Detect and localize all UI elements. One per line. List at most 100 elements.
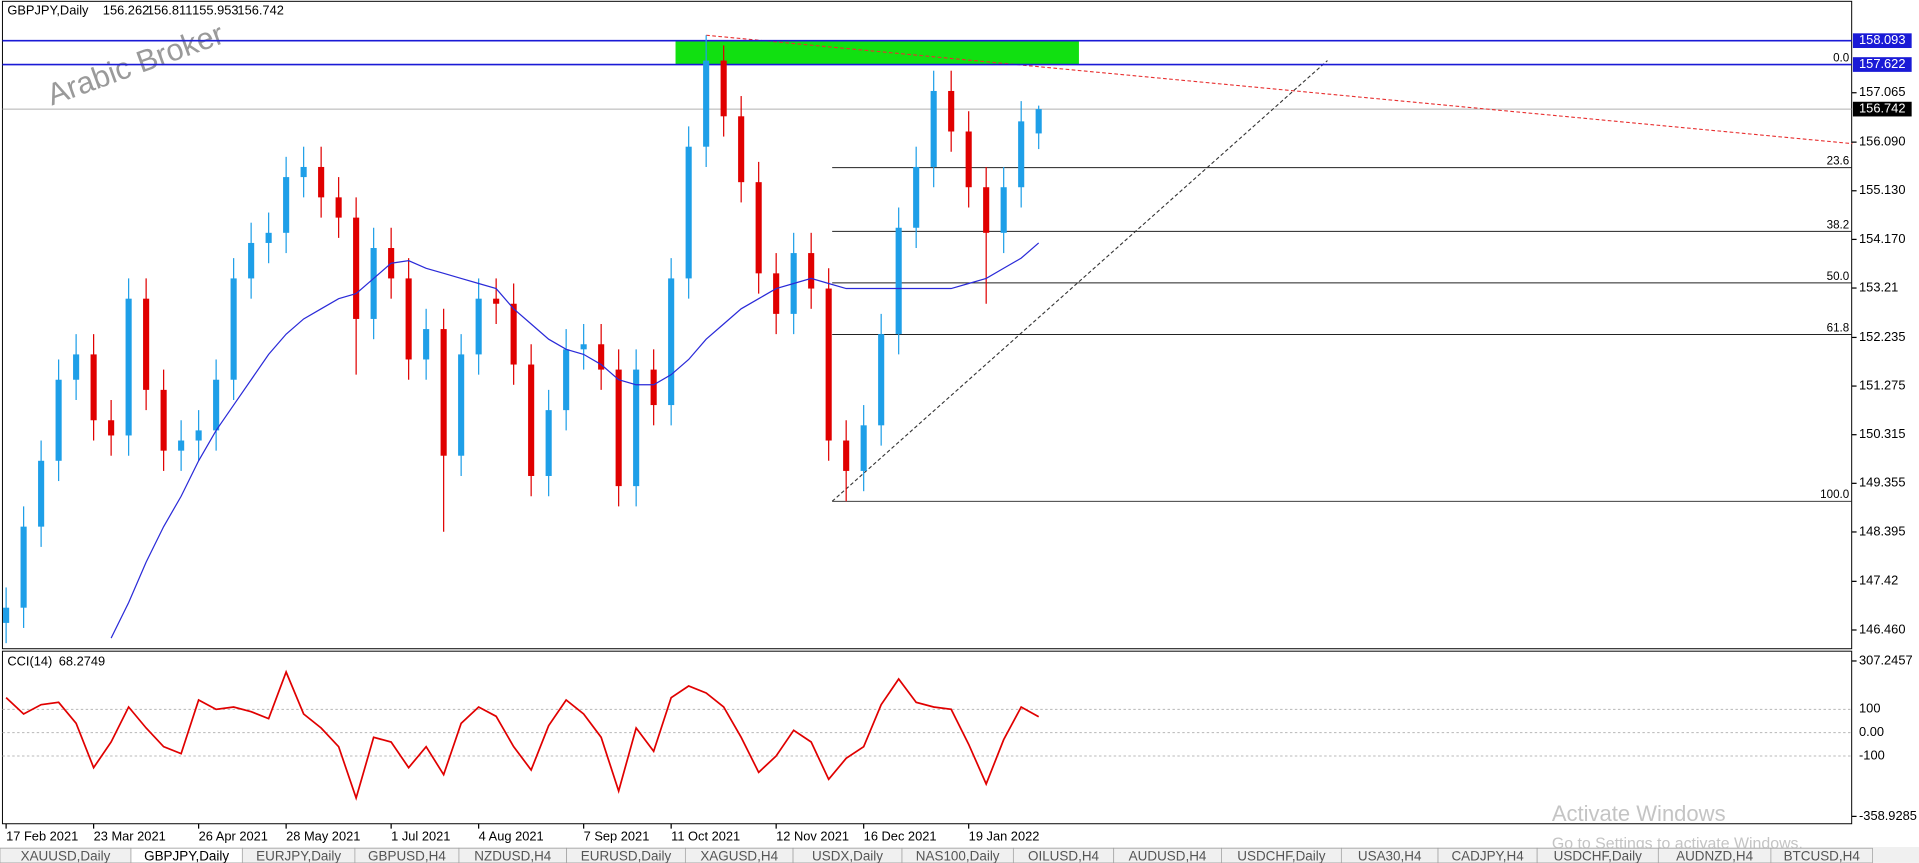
candle-body — [143, 298, 150, 390]
candle-body — [615, 369, 622, 487]
candle-body — [55, 379, 62, 461]
tab-label[interactable]: GBPJPY,Daily — [144, 848, 229, 863]
tab-label[interactable]: USDX,Daily — [812, 848, 883, 863]
tab-label[interactable]: XAGUSD,H4 — [700, 848, 778, 863]
candle-body — [440, 329, 447, 456]
candle-body — [1035, 109, 1042, 134]
candle-body — [755, 182, 762, 274]
cci-tick-label: -358.9285 — [1859, 808, 1917, 823]
fibo-label: 100.0 — [1820, 488, 1849, 501]
candle-body — [265, 232, 272, 243]
activation-title: Activate Windows — [1552, 801, 1726, 826]
candle-body — [738, 116, 745, 183]
candle-body — [668, 278, 675, 406]
tab-label[interactable]: BTCUSD,H4 — [1784, 848, 1861, 863]
fibo-label: 0.0 — [1833, 51, 1849, 64]
fibo-label: 61.8 — [1827, 321, 1850, 334]
candle-body — [650, 369, 657, 406]
cci-tick-label: 0.00 — [1859, 724, 1884, 739]
y-tick-label: 148.395 — [1859, 523, 1905, 538]
x-tick-label: 16 Dec 2021 — [864, 829, 937, 844]
header-ohlc: 156.262 — [103, 2, 149, 17]
candle-body — [248, 242, 255, 279]
candle-body — [38, 460, 45, 527]
tab-label[interactable]: USDCHF,Daily — [1554, 848, 1642, 863]
x-tick-label: 17 Feb 2021 — [6, 829, 78, 844]
candle-body — [90, 354, 97, 421]
candle-body — [300, 166, 307, 178]
candle-body — [370, 248, 377, 319]
price-tag-label: 156.742 — [1859, 100, 1905, 115]
y-tick-label: 153.21 — [1859, 279, 1898, 294]
tab-label[interactable]: OILUSD,H4 — [1028, 848, 1100, 863]
fibo-label: 50.0 — [1827, 270, 1850, 283]
candle-body — [108, 420, 115, 436]
x-tick-label: 1 Jul 2021 — [391, 829, 450, 844]
candle-body — [913, 166, 920, 228]
candle-body — [493, 298, 500, 304]
candle-body — [843, 440, 850, 471]
chart-layer: 146.460 147.42 148.395 149.355 150.315 151.27… — [2, 32, 1917, 844]
tab-label[interactable]: AUDUSD,H4 — [1129, 848, 1207, 863]
cci-tick-label: 100 — [1859, 701, 1880, 716]
cci-value: 68.2749 — [59, 654, 105, 669]
tab-label[interactable]: EURUSD,Daily — [581, 848, 672, 863]
candle-body — [475, 298, 482, 355]
candle-body — [720, 60, 727, 117]
candle-body — [895, 227, 902, 335]
x-tick-label: 19 Jan 2022 — [969, 829, 1040, 844]
candle-body — [580, 344, 587, 350]
y-tick-label: 151.275 — [1859, 377, 1905, 392]
candle-body — [703, 60, 710, 147]
candle-body — [1000, 187, 1007, 233]
x-tick-label: 4 Aug 2021 — [479, 829, 544, 844]
tab-label[interactable]: EURJPY,Daily — [256, 848, 341, 863]
fibo-label: 38.2 — [1827, 218, 1850, 231]
x-tick-label: 12 Nov 2021 — [776, 829, 849, 844]
candle-body — [3, 607, 10, 623]
candle-body — [878, 334, 885, 426]
candle-body — [195, 430, 202, 441]
candle-body — [160, 389, 167, 451]
y-tick-label: 149.355 — [1859, 475, 1905, 490]
tab-label[interactable]: CADJPY,H4 — [1451, 848, 1524, 863]
tab-label[interactable]: USA30,H4 — [1358, 848, 1422, 863]
candle-body — [318, 166, 325, 198]
y-tick-label: 152.235 — [1859, 329, 1905, 344]
candle-body — [808, 253, 815, 289]
candle-body — [965, 131, 972, 188]
candle-body — [860, 425, 867, 471]
tab-label[interactable]: XAUUSD,Daily — [21, 848, 111, 863]
candle-body — [283, 177, 290, 233]
candle-body — [230, 278, 237, 380]
cci-name: CCI(14) — [7, 654, 52, 669]
fibo-label: 23.6 — [1827, 155, 1850, 168]
candle-body — [545, 410, 552, 476]
trendline — [831, 60, 1328, 502]
tab-label[interactable]: USDCHF,Daily — [1237, 848, 1325, 863]
price-tag-label: 158.093 — [1859, 32, 1905, 47]
price-tag — [1852, 33, 1912, 49]
candle-body — [510, 303, 517, 365]
tab-label[interactable]: NAS100,Daily — [916, 848, 1000, 863]
candle-body — [528, 364, 535, 476]
y-tick-label: 156.090 — [1859, 134, 1905, 149]
candle-body — [125, 298, 132, 436]
candle-body — [20, 526, 27, 608]
header-ohlc: 155.953 — [192, 2, 238, 17]
y-tick-label: 147.42 — [1859, 573, 1898, 588]
x-tick-label: 7 Sep 2021 — [584, 829, 650, 844]
tab-label[interactable]: AUDNZD,H4 — [1676, 848, 1754, 863]
y-tick-label: 157.065 — [1859, 84, 1905, 99]
price-tag-label: 157.622 — [1859, 56, 1905, 71]
price-tag — [1852, 57, 1912, 72]
header-ohlc: 156.742 — [237, 2, 283, 17]
tab-label[interactable]: NZDUSD,H4 — [474, 848, 552, 863]
tab-label[interactable]: GBPUSD,H4 — [368, 848, 446, 863]
y-tick-label: 154.170 — [1859, 231, 1905, 246]
cci-tick-label: 307.2457 — [1859, 652, 1913, 667]
candle-body — [633, 369, 640, 487]
